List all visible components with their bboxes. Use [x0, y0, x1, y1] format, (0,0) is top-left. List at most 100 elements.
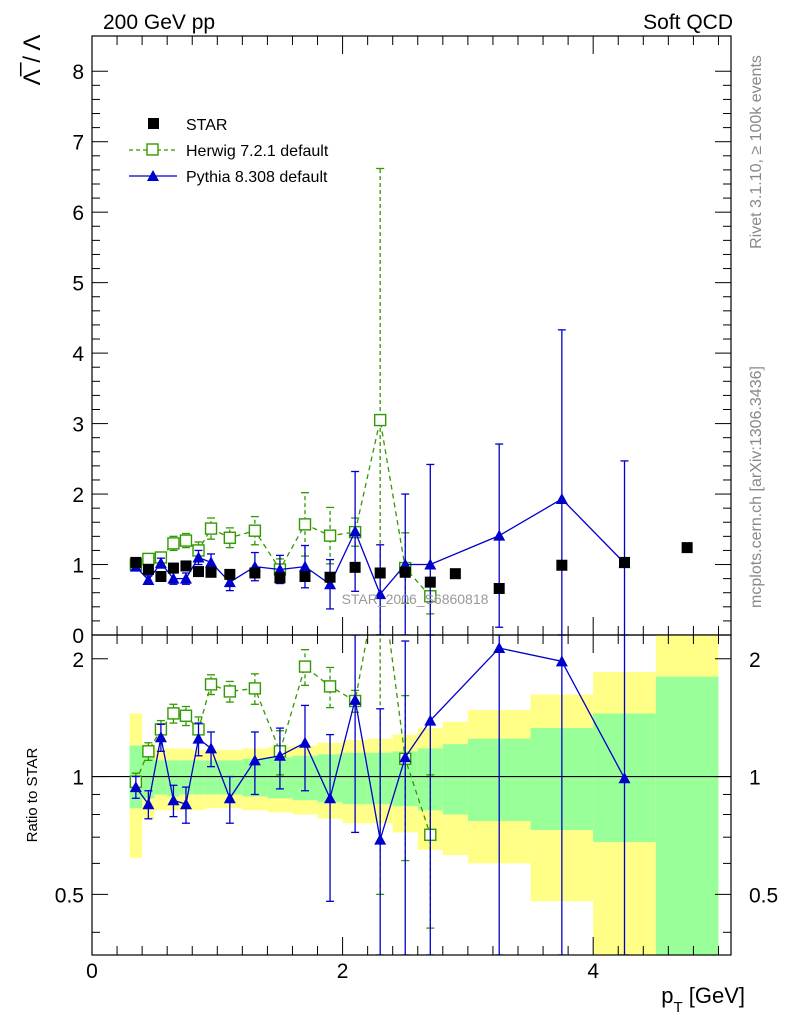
ratio-y-tick-label-right: 2: [749, 649, 761, 672]
ratio-band-inner: [442, 744, 468, 815]
main-star-point: [324, 571, 336, 583]
main-star-point: [681, 542, 693, 554]
main-y-tick-label: 1: [72, 555, 84, 578]
ratio-pythia-point: [324, 792, 337, 804]
main-y-tick-label: 3: [72, 414, 84, 437]
ratio-pythia-point: [248, 754, 261, 766]
ratio-panel: 0 2 4 0.5 0.5 1 1 2 2 Ratio to STAR pT [GeV]: [24, 634, 778, 1016]
main-y-tick-label: 0: [72, 625, 84, 648]
ratio-pythia-point: [493, 642, 506, 654]
ratio-herwig-point: [323, 680, 337, 693]
main-y-tick-label: 8: [72, 61, 84, 84]
ratio-pythia-point: [273, 749, 286, 761]
ratio-pythia-point: [154, 731, 167, 743]
header-right-label: Soft QCD: [643, 11, 733, 34]
main-star-point: [349, 561, 361, 573]
main-pythia-point: [324, 578, 337, 590]
main-star-point: [155, 571, 167, 583]
rivet-label: Rivet 3.1.10, ≥ 100k events: [748, 55, 765, 249]
main-watermark: STAR_2006_S6860818: [342, 591, 489, 607]
ratio-pythia-point: [142, 798, 155, 810]
ratio-herwig-point: [142, 745, 155, 758]
main-herwig-point: [298, 518, 312, 531]
main-star-point: [224, 568, 236, 580]
ratio-pythia-point: [374, 833, 387, 845]
main-star-point: [193, 566, 204, 578]
main-herwig-point: [204, 522, 218, 535]
main-y-tick-label: 7: [72, 132, 84, 155]
main-y-tick-label: 6: [72, 202, 84, 225]
main-pythia-point: [555, 492, 568, 504]
main-star-point: [399, 566, 411, 578]
ratio-axes: 0 2 4 0.5 0.5 1 1 2 2: [55, 635, 778, 983]
main-star-point: [424, 576, 436, 588]
ratio-band-inner: [655, 676, 719, 955]
main-y-tick-label: 4: [72, 343, 84, 366]
ratio-herwig-point: [298, 660, 312, 673]
legend-star-label: STAR: [186, 117, 227, 134]
ratio-pythia-point: [223, 792, 236, 804]
main-star-point: [205, 566, 217, 578]
ratio-pythia-point: [179, 798, 192, 810]
main-marks: [129, 167, 693, 635]
main-herwig-point: [142, 552, 155, 566]
legend-herwig-label: Herwig 7.2.1 default: [186, 143, 329, 160]
ratio-y-tick-label-right: 0.5: [749, 884, 778, 907]
main-y-tick-label: 2: [72, 484, 84, 507]
ratio-pythia-point: [424, 714, 437, 726]
x-tick-label: 2: [337, 960, 349, 983]
legend: STAR Herwig 7.2.1 default Pythia 8.308 d…: [129, 117, 329, 186]
main-pythia-point: [493, 529, 506, 541]
main-star-point: [142, 563, 154, 575]
main-pythia-point: [424, 558, 437, 570]
main-pythia-point: [179, 572, 192, 584]
main-pythia-point: [142, 574, 155, 586]
main-star-point: [299, 571, 311, 583]
ratio-pythia-point: [192, 732, 205, 744]
ratio-band-inner: [154, 760, 168, 795]
ratio-y-tick-label: 1: [72, 767, 84, 790]
main-herwig-point: [167, 537, 180, 550]
source-label: mcplots.cern.ch [arXiv:1306.3436]: [748, 366, 765, 608]
ratio-y-tick-label-right: 1: [749, 767, 761, 790]
x-tick-label: 4: [587, 960, 599, 983]
ratio-y-axis-label: Ratio to STAR: [24, 747, 41, 842]
x-axis-label: pT [GeV]: [661, 983, 745, 1016]
main-pythia-point: [223, 576, 236, 588]
main-y-axis-label: Λ̅ / Λ: [19, 35, 46, 86]
ratio-pythia-point: [399, 751, 412, 763]
ratio-pythia-point: [555, 655, 568, 667]
main-y-tick-label: 5: [72, 273, 84, 296]
main-pythia-point: [399, 558, 412, 570]
main-star-point: [167, 562, 179, 574]
main-pythia-point: [299, 560, 311, 572]
main-star-point: [130, 556, 142, 568]
main-star-point: [374, 567, 386, 579]
main-axes: 0 1 2 3 4 5 6 7 8: [72, 36, 731, 648]
legend-star-marker: [148, 118, 159, 129]
main-pythia-point: [192, 551, 205, 563]
main-star-point: [619, 556, 630, 568]
main-star-point: [556, 559, 568, 571]
main-pythia-point: [154, 557, 167, 569]
main-herwig-point: [179, 534, 193, 547]
main-star-point: [249, 567, 261, 579]
ratio-pythia-point: [618, 772, 631, 784]
main-herwig-point: [323, 529, 337, 542]
legend-pythia-marker: [147, 170, 159, 181]
ratio-herwig-point: [179, 709, 193, 722]
main-pythia-point: [205, 556, 218, 568]
ratio-herwig-point: [248, 682, 262, 695]
main-herwig-point: [373, 413, 387, 427]
main-star-point: [449, 568, 461, 580]
ratio-pythia-point: [205, 742, 218, 754]
main-herwig-point: [223, 531, 237, 544]
ratio-pythia-point: [167, 794, 180, 806]
ratio-pythia-point: [349, 693, 362, 705]
legend-herwig-marker: [146, 143, 159, 156]
main-pythia-point: [167, 572, 180, 584]
ratio-herwig-line: [135, 635, 431, 835]
ratio-marks: [129, 635, 631, 955]
ratio-y-tick-label: 0.5: [55, 884, 84, 907]
